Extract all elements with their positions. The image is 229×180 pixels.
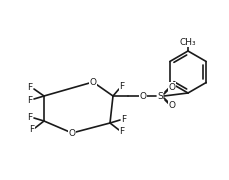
Text: O: O: [169, 82, 175, 91]
Text: F: F: [30, 125, 35, 134]
Text: F: F: [27, 112, 33, 122]
Text: O: O: [169, 100, 175, 109]
Text: S: S: [157, 91, 163, 100]
Text: F: F: [120, 127, 125, 136]
Text: F: F: [27, 96, 33, 105]
Text: F: F: [121, 114, 127, 123]
Text: F: F: [27, 82, 33, 91]
Text: O: O: [90, 78, 96, 87]
Text: F: F: [120, 82, 125, 91]
Text: O: O: [68, 129, 76, 138]
Text: O: O: [139, 91, 147, 100]
Text: CH₃: CH₃: [180, 37, 196, 46]
